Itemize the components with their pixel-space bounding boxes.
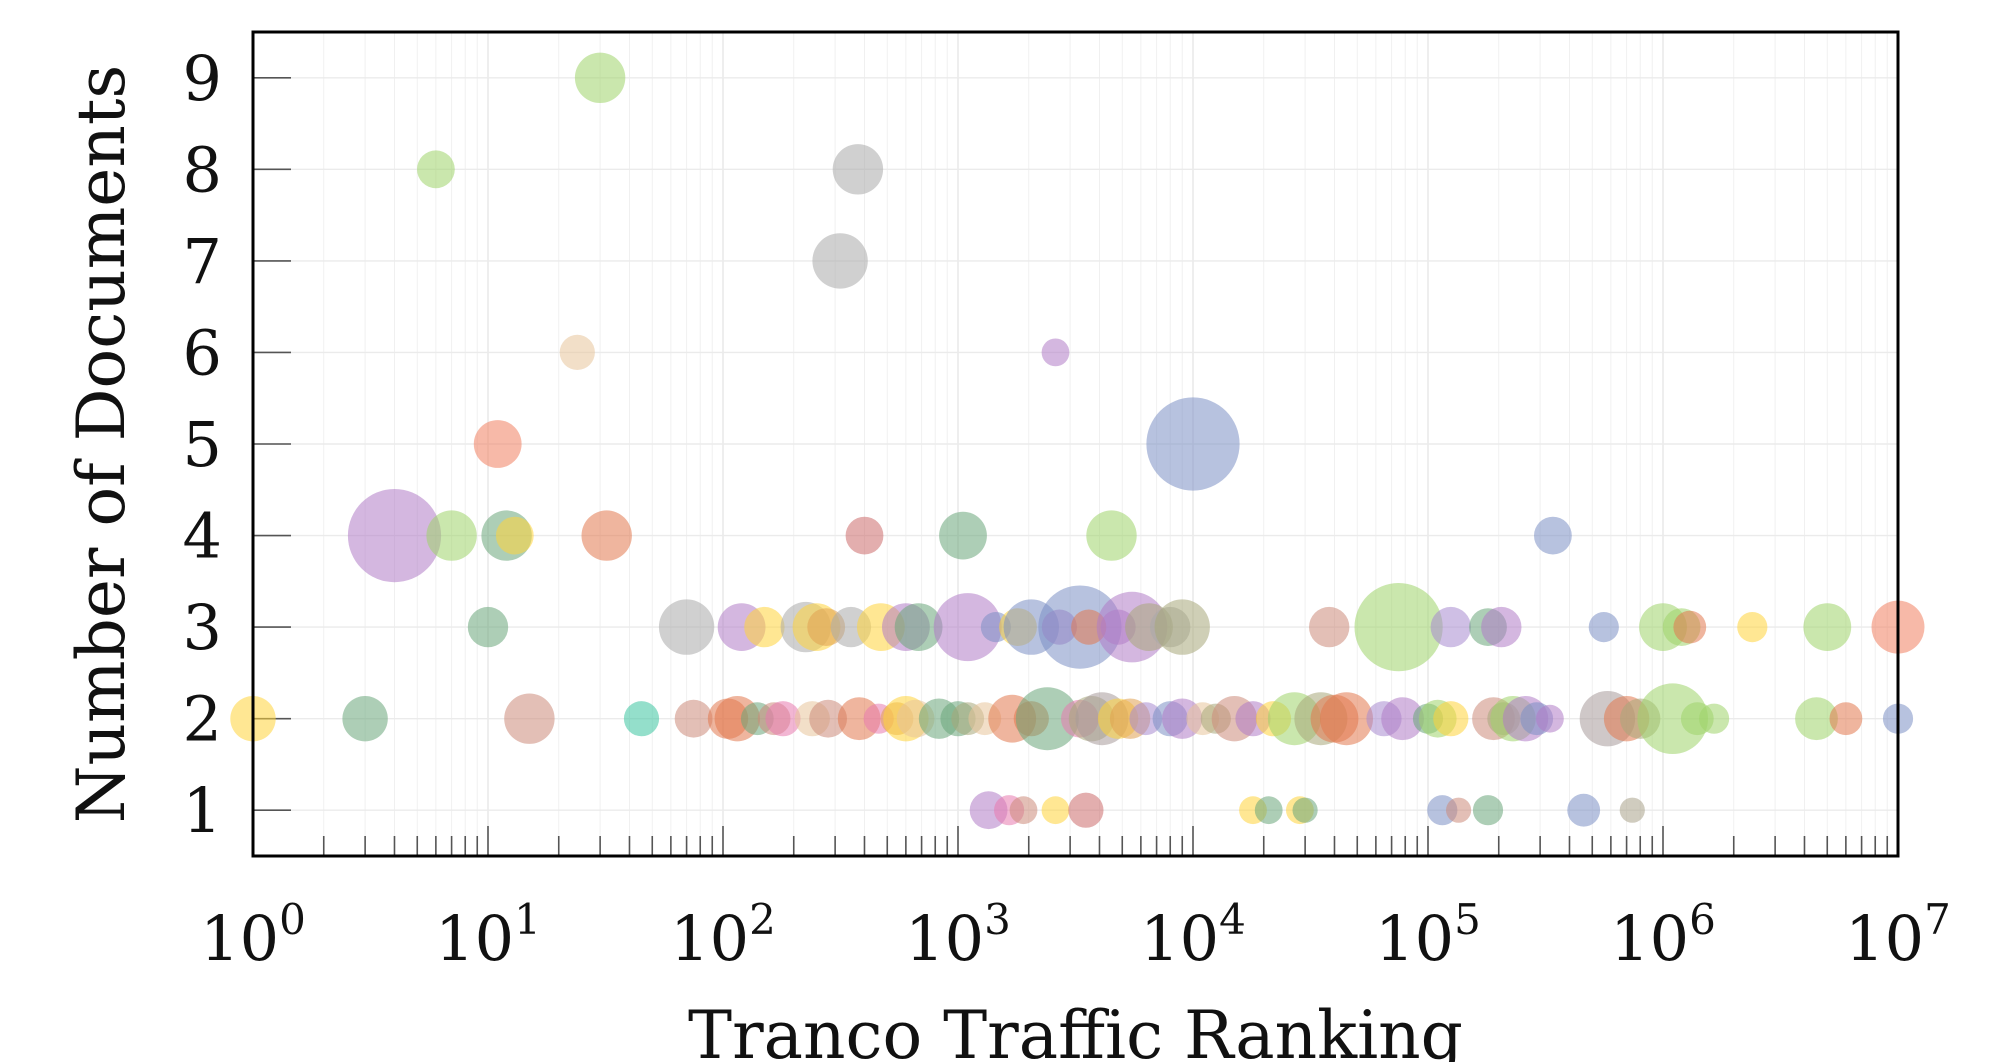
x-tick-label: 100 [200,895,306,975]
data-point [1146,397,1240,491]
x-tick-label: 101 [435,895,541,975]
x-tick-exponent: 6 [1689,895,1716,944]
x-tick-exponent: 0 [279,895,306,944]
x-tick-base: 10 [1140,902,1219,975]
x-tick-label: 102 [670,895,776,975]
data-point [1588,612,1619,643]
y-tick-label: 7 [183,225,222,298]
y-tick-label: 5 [183,408,222,481]
y-tick-labels: 1 2 3 4 5 6 7 8 9 [183,42,222,847]
data-point [1699,703,1730,734]
x-tick-base: 10 [670,902,749,975]
x-tick-exponent: 3 [984,895,1011,944]
x-tick-exponent: 4 [1219,895,1246,944]
x-tick-label: 107 [1845,895,1951,975]
x-tick-label: 104 [1140,895,1246,975]
data-point [1071,609,1107,645]
data-point [939,511,987,560]
data-point [1567,793,1601,827]
data-point [832,144,884,195]
data-point [342,696,388,742]
data-point [674,699,713,738]
data-point [473,420,522,468]
data-point [574,52,626,103]
data-point [1320,692,1373,746]
data-point [1536,704,1564,733]
data-points [230,52,1925,830]
data-point [1009,796,1038,825]
x-tick-base: 10 [435,902,514,975]
x-tick-exponent: 7 [1924,895,1951,944]
data-point [1737,612,1768,643]
x-tick-base: 10 [1610,902,1689,975]
data-point [1292,797,1318,823]
x-tick-base: 10 [1845,902,1924,975]
data-point [623,701,660,737]
data-point [1673,610,1707,644]
data-point [1154,599,1210,655]
y-tick-label: 3 [183,591,222,664]
data-point [1829,702,1863,736]
data-point [417,150,455,189]
x-tick-exponent: 2 [749,895,776,944]
data-point [1795,697,1838,741]
x-tick-base: 10 [200,902,279,975]
data-point [504,693,555,744]
data-point [744,606,785,648]
x-axis-title: Tranco Traffic Ranking [688,997,1463,1062]
x-tick-base: 10 [905,902,984,975]
x-tick-label: 103 [905,895,1011,975]
x-tick-labels: 100 101 102 103 104 105 106 107 [200,895,1951,975]
data-point [1481,606,1522,648]
y-tick-label: 8 [183,133,222,206]
data-point [1254,796,1283,825]
data-point [1534,516,1572,555]
data-point [809,699,847,738]
x-tick-base: 10 [1375,902,1454,975]
data-point [1433,701,1469,737]
data-point [894,603,943,651]
x-tick-exponent: 5 [1454,895,1481,944]
data-point [1041,338,1070,367]
plot-frame [251,30,1900,858]
data-point [1446,797,1472,823]
data-point [495,516,534,555]
y-axis-title: Number of Documents [63,65,140,823]
data-point [581,510,632,561]
data-point [1619,797,1645,823]
data-point [1041,796,1070,825]
data-point [765,701,801,737]
x-tick-label: 105 [1375,895,1481,975]
x-tick-label: 106 [1610,895,1716,975]
data-point [1472,795,1504,826]
data-point [812,233,868,289]
y-tick-label: 4 [183,500,222,573]
data-point [1354,583,1443,672]
data-point [1803,603,1852,651]
y-tick-label: 6 [183,316,222,389]
data-point [559,334,595,370]
data-point [1430,606,1472,648]
data-point [1015,687,1079,751]
data-point [1309,606,1350,648]
data-point [1381,697,1424,741]
data-point [467,606,509,648]
y-tick-label: 1 [183,774,222,847]
data-point [845,516,884,555]
y-tick-label: 2 [183,683,222,756]
data-point [1068,792,1104,828]
data-point [347,488,442,583]
data-point [1086,510,1137,561]
data-point [658,599,715,655]
data-point [933,593,1002,662]
data-point [1129,702,1163,736]
data-point [426,510,477,561]
axis-ticks [252,76,1899,856]
y-tick-label: 9 [183,42,222,115]
x-tick-exponent: 1 [514,895,541,944]
data-point [1637,683,1708,754]
